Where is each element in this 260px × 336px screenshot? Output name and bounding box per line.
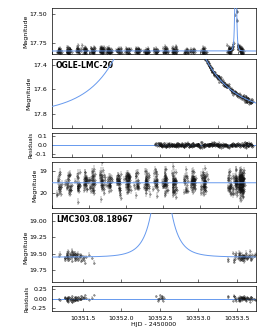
Y-axis label: Residuals: Residuals [29,132,34,158]
Y-axis label: Residuals: Residuals [25,286,30,311]
X-axis label: HJD - 2450000: HJD - 2450000 [132,322,177,327]
Y-axis label: Magnitude: Magnitude [27,77,32,110]
Text: LMC303.08.18967: LMC303.08.18967 [56,215,133,224]
Y-axis label: Magnitude: Magnitude [23,15,28,48]
Text: OGLE-LMC-20: OGLE-LMC-20 [56,61,114,70]
Y-axis label: Magnitude: Magnitude [23,230,28,264]
Y-axis label: Magnitude: Magnitude [33,168,38,202]
X-axis label: HJD - 2450000: HJD - 2450000 [132,169,177,173]
